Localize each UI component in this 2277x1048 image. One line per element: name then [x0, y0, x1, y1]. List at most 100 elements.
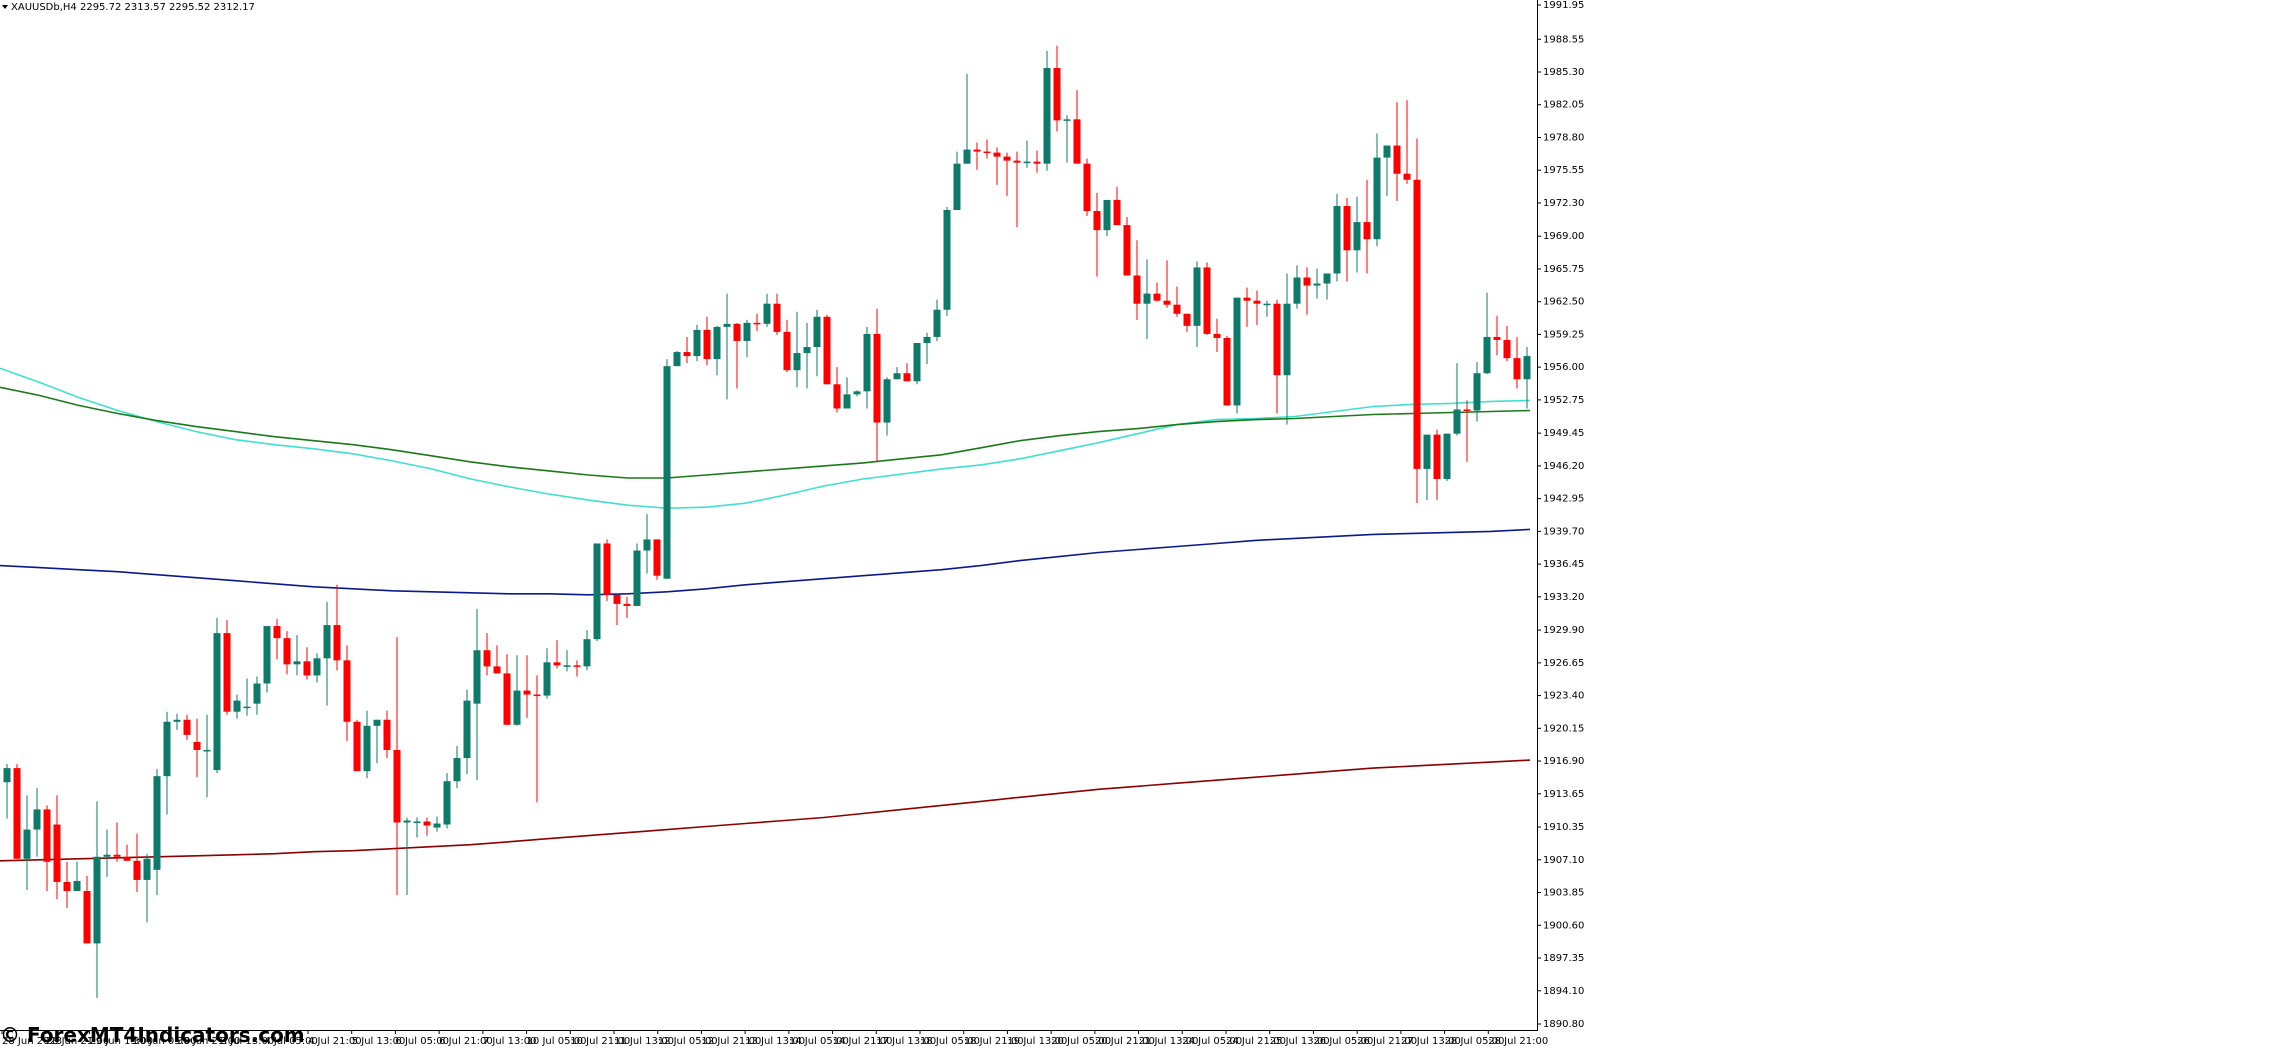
candle: [1303, 267, 1311, 315]
candle: [1023, 140, 1031, 168]
time-tick-label: 17 Jul 13:00: [876, 1036, 936, 1047]
candle-body: [133, 860, 141, 880]
time-tick-label: 13 Jul 13:00: [745, 1036, 805, 1047]
time-tick-label: 7 Jul 13:00: [483, 1036, 537, 1047]
candle-body: [343, 660, 351, 722]
price-axis[interactable]: 1991.95 1988.55 1985.30 1982.05 1978.80 1975.…: [1537, 0, 1584, 1030]
symbol-header[interactable]: XAUUSDb,H4 2295.72 2313.57 2295.52 2312.…: [2, 2, 255, 13]
candle: [603, 539, 611, 601]
candle: [743, 319, 751, 358]
candle: [1523, 347, 1531, 409]
candle: [113, 822, 121, 862]
candle-body: [363, 725, 371, 772]
candle: [1433, 429, 1441, 501]
price-tick-label: 1890.80: [1543, 1019, 1584, 1030]
candle: [653, 539, 661, 580]
time-tick-label: 20 Jul 21:00: [1095, 1036, 1155, 1047]
moving-averages: [0, 367, 1531, 862]
candle-body: [463, 700, 471, 759]
candle-body: [423, 821, 431, 826]
candle-body: [553, 662, 561, 666]
candle-body: [1313, 283, 1321, 286]
price-tick-label: 1946.20: [1543, 461, 1584, 472]
candle: [363, 710, 371, 779]
candle: [1413, 138, 1421, 504]
candle: [1193, 261, 1201, 348]
candle: [1393, 102, 1401, 201]
candle-body: [443, 781, 451, 825]
candle: [913, 342, 921, 385]
candle-body: [833, 384, 841, 409]
candle: [413, 817, 421, 838]
candle: [853, 390, 861, 397]
candle-body: [223, 633, 231, 712]
candle: [1343, 197, 1351, 282]
candle: [1373, 133, 1381, 247]
candle-body: [1213, 333, 1221, 338]
candle: [193, 718, 201, 778]
candle-body: [1153, 293, 1161, 301]
candle: [373, 719, 381, 764]
dropdown-arrow-icon[interactable]: [2, 5, 8, 9]
candle-body: [763, 303, 771, 324]
candle: [833, 367, 841, 413]
candle-body: [1343, 205, 1351, 251]
candle: [513, 655, 521, 726]
candle-body: [243, 706, 251, 709]
candle-body: [63, 881, 71, 892]
candle: [33, 788, 41, 857]
candle-body: [183, 719, 191, 735]
candle: [83, 875, 91, 944]
candle: [813, 309, 821, 377]
candle: [1013, 151, 1021, 228]
candle: [753, 313, 761, 331]
candle-body: [1293, 277, 1301, 304]
time-tick-label: 30 Jun 05:00: [133, 1036, 197, 1047]
time-tick-label: 28 Jul 05:00: [1445, 1036, 1505, 1047]
candle-body: [233, 700, 241, 712]
candle: [943, 206, 951, 316]
candle: [243, 678, 251, 716]
candle: [213, 618, 221, 774]
price-tick-label: 1910.35: [1543, 822, 1584, 833]
candle: [783, 319, 791, 373]
candle: [1113, 186, 1121, 226]
candle-body: [1003, 156, 1011, 161]
time-tick-label: 5 Jul 13:00: [352, 1036, 406, 1047]
candle-body: [1463, 409, 1471, 411]
candle-body: [383, 719, 391, 750]
candle-body: [373, 719, 381, 726]
candle-body: [783, 331, 791, 371]
candle: [1033, 150, 1041, 173]
candle-body: [1413, 179, 1421, 469]
candle-body: [1243, 297, 1251, 301]
price-tick-label: 1991.95: [1543, 0, 1584, 11]
candle: [1443, 433, 1451, 482]
candle-body: [633, 550, 641, 606]
candle: [1053, 45, 1061, 132]
candle-body: [1123, 225, 1131, 276]
candle: [353, 719, 361, 772]
candle: [1003, 152, 1011, 196]
candle: [1103, 199, 1111, 237]
candle-body: [823, 316, 831, 385]
candle: [883, 377, 891, 436]
price-tick-label: 1926.65: [1543, 658, 1584, 669]
candle-body: [693, 329, 701, 357]
price-tick-label: 1965.75: [1543, 264, 1584, 275]
candle-body: [703, 329, 711, 360]
candle: [283, 631, 291, 675]
candle: [63, 861, 71, 909]
candle-body: [993, 152, 1001, 157]
candle: [203, 714, 211, 798]
candle-body: [903, 373, 911, 382]
candle-body: [743, 322, 751, 341]
candle: [823, 314, 831, 385]
candle-body: [1263, 303, 1271, 306]
candle: [483, 633, 491, 676]
price-tick-label: 1962.50: [1543, 297, 1584, 308]
price-tick-label: 1903.85: [1543, 888, 1584, 899]
